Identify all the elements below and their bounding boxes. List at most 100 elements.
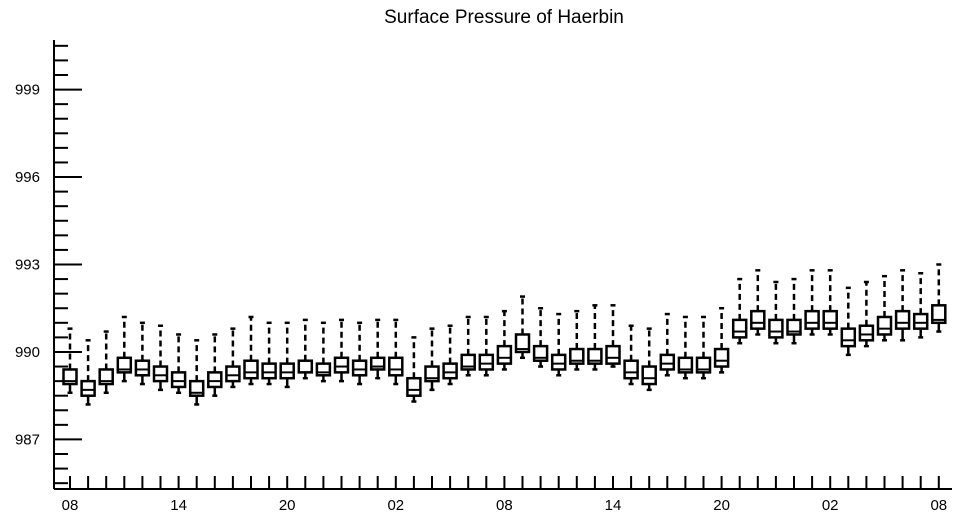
iqr-box: [333, 356, 350, 374]
iqr-box: [731, 318, 748, 339]
iqr-box: [750, 309, 766, 330]
box: [731, 277, 748, 345]
box: [98, 330, 114, 395]
box: [333, 318, 350, 383]
iqr-box: [351, 359, 368, 377]
box: [207, 333, 223, 397]
iqr-box: [641, 365, 657, 386]
box: [116, 315, 133, 383]
box: [460, 315, 476, 377]
iqr-box: [931, 304, 947, 325]
box: [768, 280, 784, 345]
iqr-box: [876, 315, 893, 336]
box: [822, 269, 838, 336]
x-tick-label: 08: [930, 497, 947, 514]
box: [478, 315, 495, 377]
y-tick-label: 987: [15, 431, 40, 448]
iqr-box: [478, 353, 495, 371]
iqr-box: [840, 327, 857, 348]
iqr-box: [822, 309, 838, 330]
iqr-box: [225, 365, 241, 383]
x-tick-label: 08: [62, 497, 79, 514]
x-tick-label: 20: [713, 497, 730, 514]
box: [713, 306, 730, 374]
iqr-box: [315, 362, 332, 377]
iqr-box: [442, 362, 458, 380]
box: [840, 286, 857, 357]
iqr-box: [279, 362, 295, 380]
box: [514, 295, 531, 360]
box: [496, 309, 513, 371]
box: [225, 327, 241, 389]
box: [532, 306, 549, 368]
box: [261, 321, 277, 386]
box: [659, 312, 676, 377]
iqr-box: [243, 359, 259, 380]
y-tick-label: 990: [15, 344, 40, 361]
iqr-box: [406, 376, 422, 397]
box: [876, 274, 893, 342]
box: [152, 324, 169, 392]
box: [569, 309, 585, 371]
x-tick-label: 14: [605, 497, 622, 514]
box: [641, 327, 657, 392]
box: [315, 321, 332, 383]
box: [677, 315, 694, 380]
iqr-box: [550, 353, 567, 371]
box: [80, 339, 96, 406]
iqr-box: [261, 362, 277, 380]
iqr-box: [912, 312, 929, 330]
y-tick-label: 999: [15, 82, 40, 99]
box: [388, 318, 404, 386]
iqr-box: [804, 309, 820, 330]
iqr-box: [894, 309, 911, 330]
box: [297, 318, 314, 380]
iqr-box: [207, 371, 223, 389]
x-tick-label: 02: [387, 497, 404, 514]
iqr-box: [858, 324, 875, 342]
iqr-box: [768, 318, 784, 339]
box: [623, 324, 639, 386]
box: [786, 277, 802, 345]
box: [424, 327, 440, 392]
axes: [53, 40, 952, 490]
x-tick-label: 02: [822, 497, 839, 514]
iqr-box: [134, 359, 151, 377]
x-tick-label: 08: [496, 497, 513, 514]
box: [279, 321, 295, 389]
box: [695, 315, 712, 380]
iqr-box: [80, 379, 96, 397]
iqr-box: [170, 371, 187, 389]
box: [605, 304, 621, 368]
box: [931, 263, 947, 333]
chart-title: Surface Pressure of Haerbin: [384, 7, 624, 28]
box: [243, 315, 259, 386]
box: [406, 336, 422, 403]
box: [804, 269, 820, 336]
box: [188, 339, 205, 406]
x-tick-label: 20: [279, 497, 296, 514]
box: [912, 271, 929, 339]
iqr-box: [659, 353, 676, 371]
boxes: [62, 263, 947, 406]
iqr-box: [297, 359, 314, 374]
box: [170, 333, 187, 395]
box: [858, 280, 875, 348]
box: [550, 312, 567, 377]
iqr-box: [369, 356, 386, 371]
x-tick-label: 14: [170, 497, 187, 514]
iqr-box: [388, 356, 404, 377]
y-tick-label: 996: [15, 169, 40, 186]
iqr-box: [152, 365, 169, 383]
iqr-box: [496, 344, 513, 365]
box: [750, 269, 766, 336]
iqr-box: [605, 344, 621, 365]
y-ticks: 987 990 993 996 999: [15, 44, 82, 485]
box: [134, 321, 151, 386]
iqr-box: [713, 347, 730, 368]
box: [587, 304, 603, 371]
box: [369, 318, 386, 380]
y-tick-label: 993: [15, 257, 40, 274]
iqr-box: [514, 333, 531, 354]
